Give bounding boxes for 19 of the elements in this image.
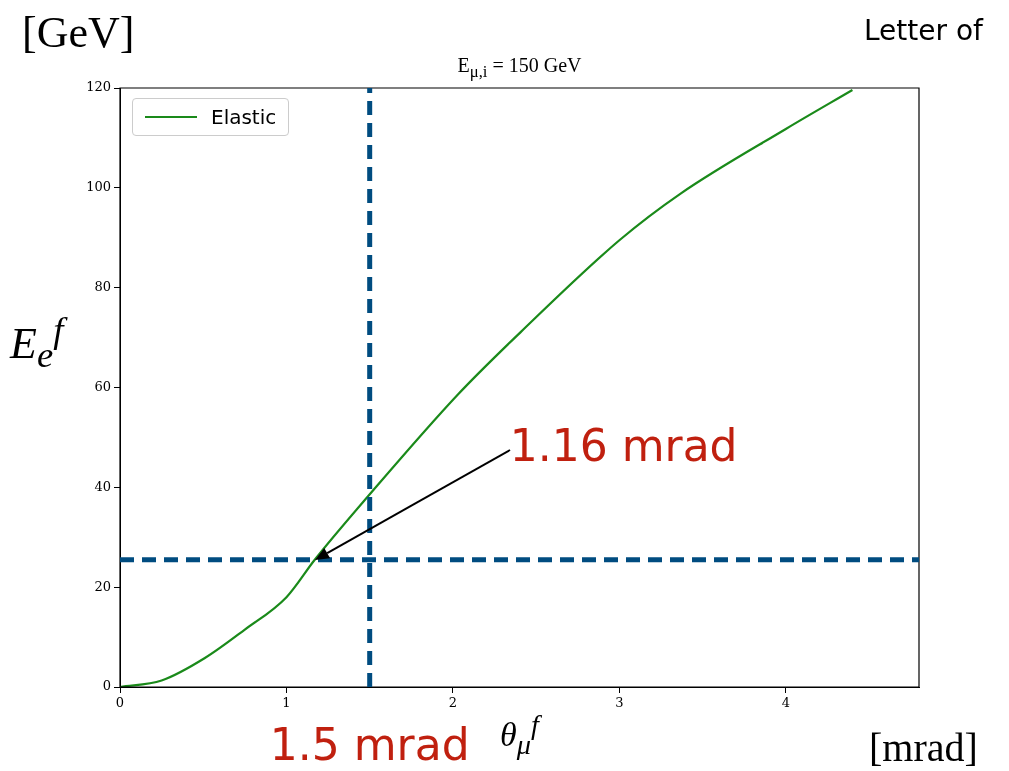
- text: [GeV]: [22, 8, 135, 58]
- x-tick-label: 0: [115, 695, 125, 711]
- text: Letter of: [864, 14, 983, 47]
- x-tick-label: 3: [615, 695, 624, 711]
- y-tick-label: 80: [94, 279, 111, 295]
- x-tick-label: 4: [781, 695, 790, 711]
- x-tick-label: 2: [448, 695, 458, 711]
- legend-label: Elastic: [211, 105, 277, 129]
- y-tick-label: 0: [102, 678, 111, 694]
- y-tick-label: 100: [86, 179, 111, 195]
- x-tick-label: 1: [282, 695, 291, 711]
- y-tick-label: 40: [94, 478, 111, 494]
- text: [mrad]: [869, 725, 978, 771]
- chart-title: E$_{μ,i}$ = 150 GeV: [457, 54, 582, 82]
- y-tick-label: 120: [86, 79, 111, 95]
- y-tick-label: 60: [94, 378, 111, 394]
- annotation: 1.16 mrad: [509, 418, 738, 473]
- y-tick-label: 20: [94, 578, 111, 594]
- ref-line-label: 1.5 mrad: [269, 718, 470, 771]
